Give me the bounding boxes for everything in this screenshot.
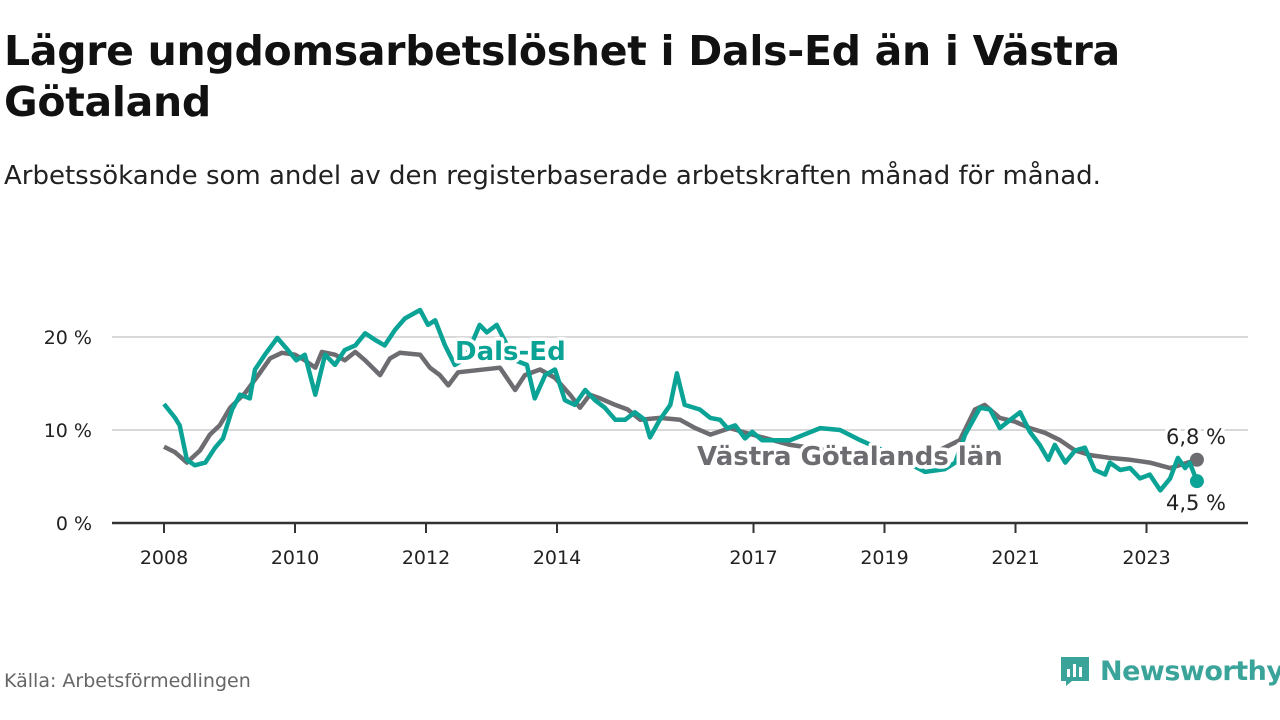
- y-tick-label: 20 %: [44, 327, 92, 349]
- x-tick-label: 2019: [860, 547, 908, 569]
- series-line-dals-ed: [162, 307, 1199, 493]
- series-end-marker: [1189, 474, 1204, 489]
- x-tick-label: 2014: [533, 547, 581, 569]
- chart-title: Lägre ungdomsarbetslöshet i Dals-Ed än i…: [4, 27, 1120, 126]
- x-tick-label: 2008: [140, 547, 188, 569]
- series-label-dals-ed: Dals-Ed: [455, 337, 566, 367]
- x-tick-label: 2017: [729, 547, 777, 569]
- x-tick-label: 2021: [991, 547, 1039, 569]
- y-tick-label: 0 %: [56, 513, 92, 535]
- newsworthy-logo-text: Newsworthy: [1100, 655, 1280, 687]
- end-value-label: 4,5 %: [1166, 491, 1226, 515]
- y-tick-label: 10 %: [44, 420, 92, 442]
- x-tick-label: 2023: [1122, 547, 1170, 569]
- x-tick-label: 2010: [271, 547, 319, 569]
- source-note: Källa: Arbetsförmedlingen: [4, 670, 251, 692]
- chart-subtitle: Arbetssökande som andel av den registerb…: [4, 161, 1101, 191]
- series-end-marker: [1189, 452, 1204, 467]
- end-value-label: 6,8 %: [1166, 425, 1226, 449]
- newsworthy-logo-icon: [1061, 657, 1089, 686]
- newsworthy-logo: Newsworthy: [1058, 654, 1280, 688]
- series-label-vastra-gotaland: Västra Götalands län: [697, 442, 1003, 472]
- x-tick-label: 2012: [402, 547, 450, 569]
